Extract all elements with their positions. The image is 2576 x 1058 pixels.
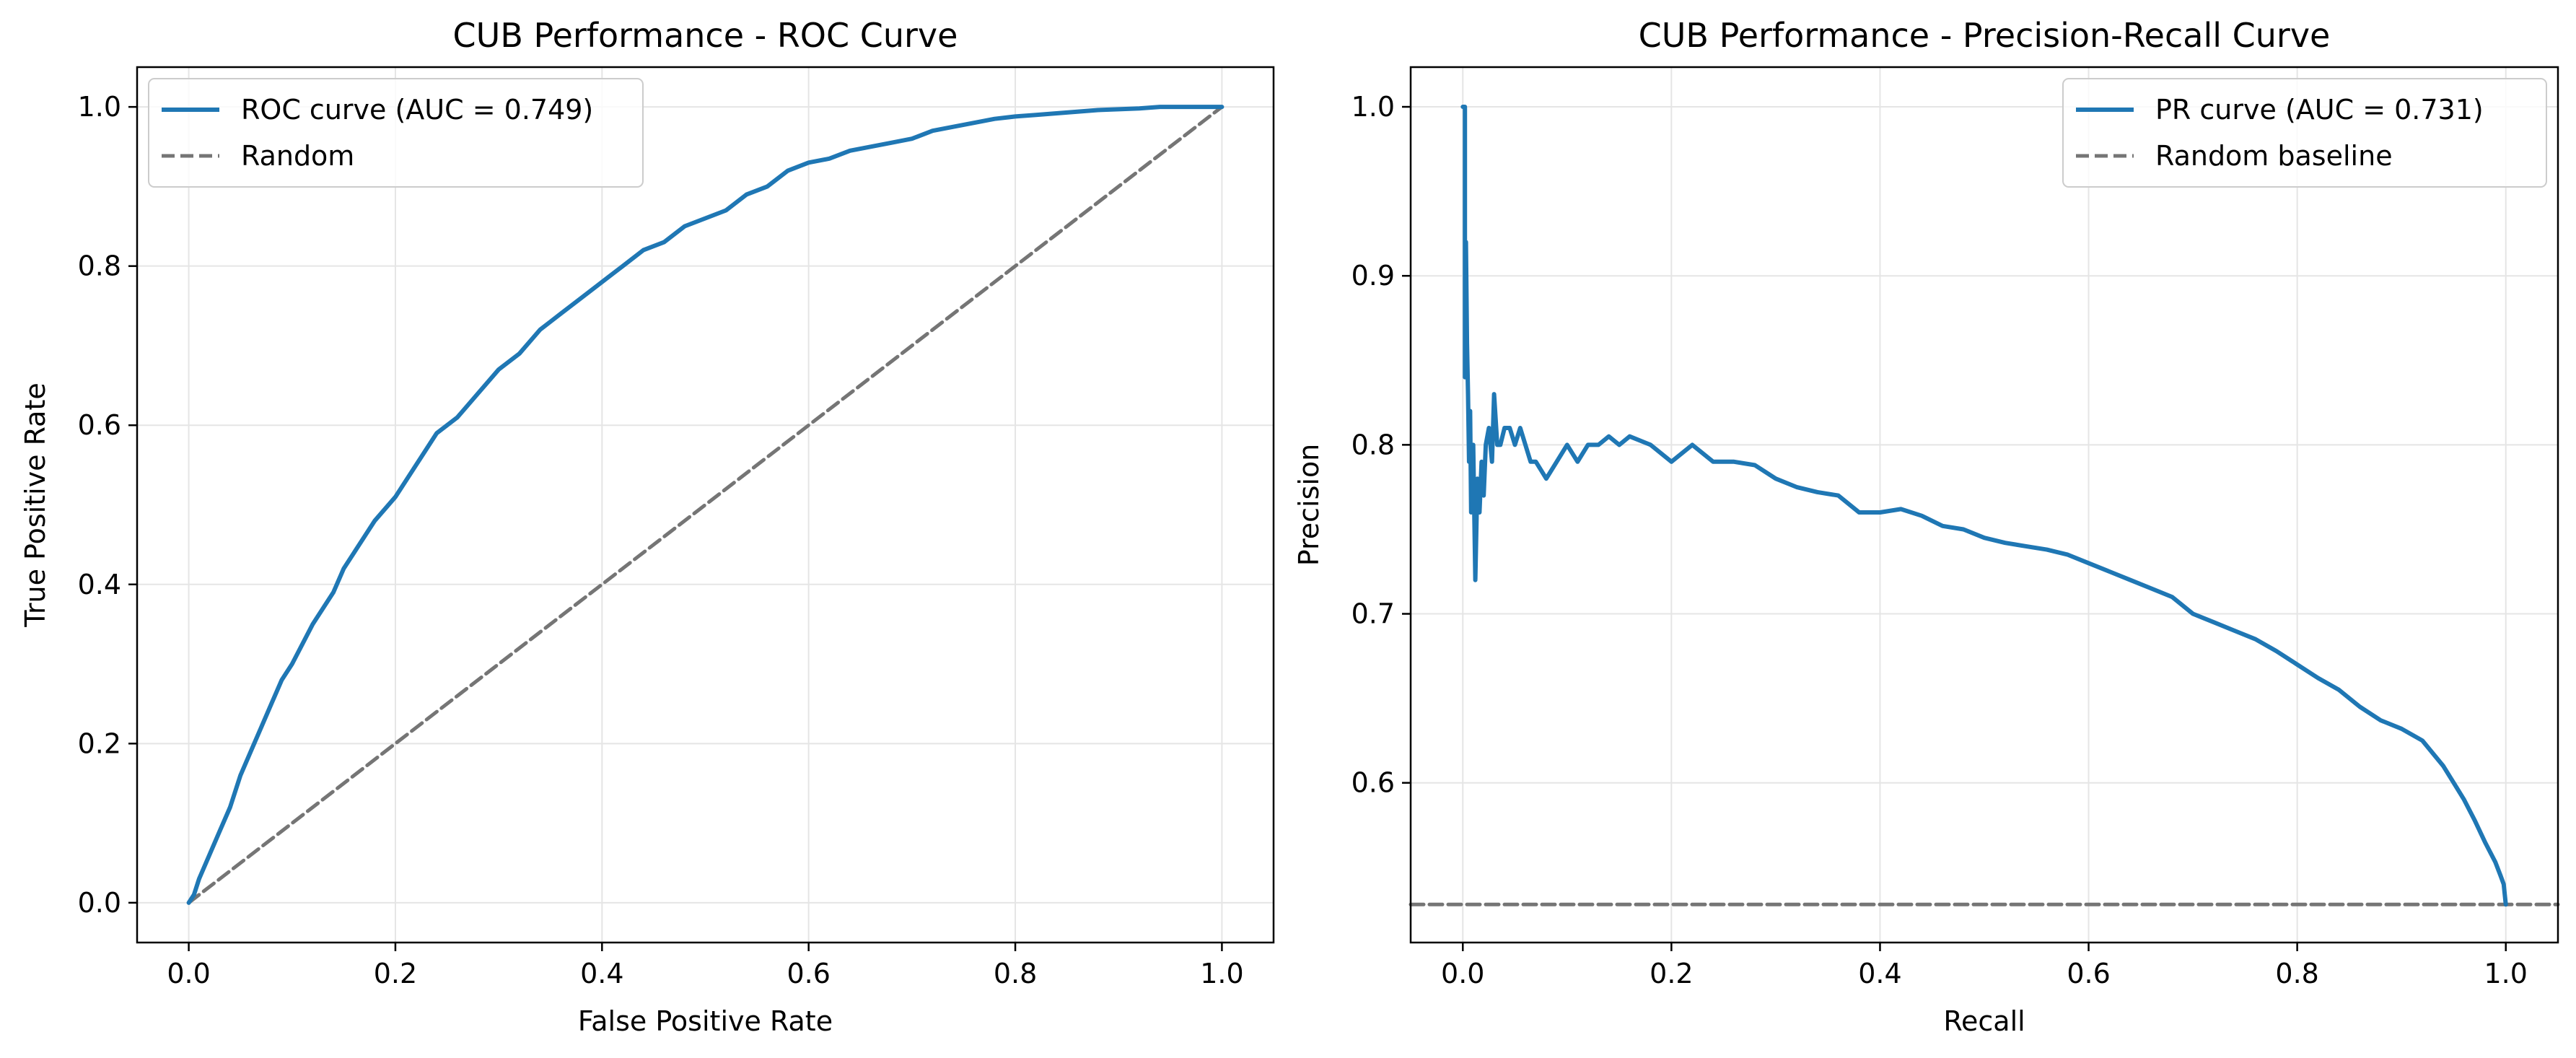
roc-y-tick-label: 0.2 [78,727,121,759]
roc-x-tick-label: 0.0 [167,958,210,989]
pr-x-ticks: 0.0 0.2 0.4 0.6 0.8 1.0 [1441,943,2528,989]
pr-x-tick-label: 0.2 [1650,958,1693,989]
roc-legend-box [148,78,644,188]
pr-plot-frame [1409,66,2559,944]
pr-x-tick-label: 0.8 [2275,958,2318,989]
roc-x-tick-label: 0.8 [994,958,1037,989]
pr-legend: PR curve (AUC = 0.731) Random baseline [2062,78,2547,188]
pr-x-tick-label: 1.0 [2484,958,2528,989]
pr-legend-baseline-label: Random baseline [2155,140,2393,172]
roc-y-tick-label: 0.4 [78,569,121,600]
pr-x-tick-label: 0.0 [1441,958,1484,989]
pr-grid [1411,67,2558,943]
roc-y-axis-label: True Positive Rate [19,382,51,628]
roc-legend-curve-label: ROC curve (AUC = 0.749) [241,94,593,126]
roc-y-tick-label: 1.0 [78,91,121,123]
roc-curve-line [186,105,1225,905]
roc-curve [186,105,1225,905]
roc-grid [137,67,1274,943]
pr-y-axis-label: Precision [1293,444,1325,567]
roc-x-tick-label: 0.4 [580,958,623,989]
pr-y-tick-label: 0.7 [1351,598,1395,630]
pr-y-ticks: 0.6 0.7 0.8 0.9 1.0 [1351,91,1411,799]
roc-y-ticks: 0.0 0.2 0.4 0.6 0.8 1.0 [78,91,137,919]
pr-x-tick-label: 0.4 [1858,958,1901,989]
pr-y-tick-label: 1.0 [1351,91,1395,123]
pr-y-tick-label: 0.9 [1351,260,1395,292]
roc-panel: CUB Performance - ROC Curve 0.0 0.2 0.4 0.6… [19,16,1275,1037]
roc-x-ticks: 0.0 0.2 0.4 0.6 0.8 1.0 [167,943,1244,989]
roc-y-tick-label: 0.0 [78,887,121,919]
roc-y-tick-label: 0.6 [78,409,121,441]
pr-x-axis-label: Recall [1943,1005,2025,1037]
roc-random-line [187,105,1224,905]
roc-plot-frame [136,66,1275,944]
pr-y-tick-label: 0.6 [1351,767,1395,799]
roc-x-tick-label: 1.0 [1200,958,1243,989]
pr-x-tick-label: 0.6 [2067,958,2110,989]
roc-chart-title: CUB Performance - ROC Curve [453,16,958,55]
pr-panel: CUB Performance - Precision-Recall Curve… [1293,16,2560,1037]
roc-y-tick-label: 0.8 [78,250,121,282]
pr-y-tick-label: 0.8 [1351,429,1395,460]
pr-curve-line [1460,105,2508,907]
pr-chart-title: CUB Performance - Precision-Recall Curve [1639,16,2331,55]
roc-x-tick-label: 0.2 [374,958,417,989]
pr-legend-curve-label: PR curve (AUC = 0.731) [2155,94,2484,126]
pr-curve [1460,105,2508,907]
pr-legend-box [2062,78,2547,188]
roc-baseline-line [187,105,1224,905]
roc-x-axis-label: False Positive Rate [578,1005,833,1037]
roc-legend-random-label: Random [241,140,354,172]
roc-legend: ROC curve (AUC = 0.749) Random [148,78,644,188]
roc-x-tick-label: 0.6 [787,958,830,989]
